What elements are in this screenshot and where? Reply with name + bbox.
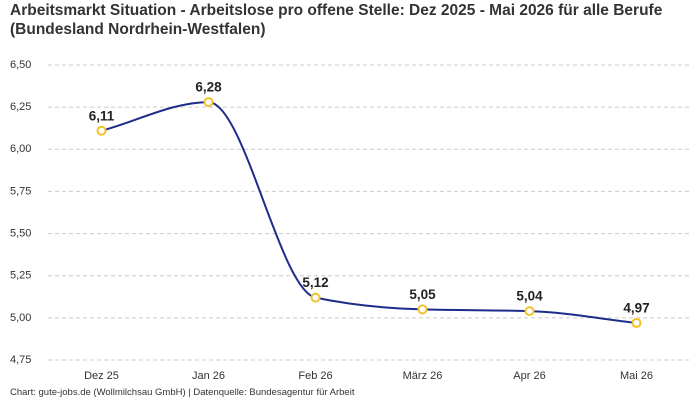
y-tick-label: 6,50 bbox=[10, 59, 31, 71]
marker bbox=[417, 304, 428, 315]
x-tick-label: Feb 26 bbox=[298, 370, 332, 382]
x-tick-label: Dez 25 bbox=[84, 370, 119, 382]
y-tick-label: 5,00 bbox=[10, 312, 31, 324]
x-tick-label: März 26 bbox=[403, 370, 443, 382]
x-tick-label: Jan 26 bbox=[192, 370, 225, 382]
line bbox=[101, 101, 637, 324]
value-label: 5,12 bbox=[302, 275, 328, 290]
y-tick-label: 5,50 bbox=[10, 227, 31, 239]
chart: 4,75 5,00 5,25 5,50 5,75 6,00 6,25 6,50 Dez 25 Ja… bbox=[10, 59, 690, 382]
marker bbox=[203, 97, 214, 108]
value-label: 5,04 bbox=[516, 289, 543, 304]
x-tick-label: Apr 26 bbox=[513, 370, 545, 382]
value-label: 6,28 bbox=[195, 80, 222, 95]
y-tick-label: 6,00 bbox=[10, 143, 31, 155]
x-tick-label: Mai 26 bbox=[620, 370, 653, 382]
chart-title: Arbeitsmarkt Situation - Arbeitslose pro… bbox=[10, 2, 663, 38]
y-tick-label: 5,25 bbox=[10, 270, 31, 282]
value-label: 6,11 bbox=[89, 108, 115, 123]
y-tick-label: 5,75 bbox=[10, 185, 31, 197]
y-tick-label: 6,25 bbox=[10, 101, 31, 113]
marker bbox=[524, 306, 535, 317]
source-note: Chart: gute-jobs.de (Wollmilchsau GmbH) … bbox=[10, 387, 355, 398]
marker bbox=[96, 125, 107, 136]
y-tick-label: 4,75 bbox=[10, 354, 31, 366]
marker bbox=[631, 317, 642, 328]
value-label: 5,05 bbox=[409, 287, 436, 302]
value-label: 4,97 bbox=[623, 300, 649, 315]
marker bbox=[310, 292, 321, 303]
